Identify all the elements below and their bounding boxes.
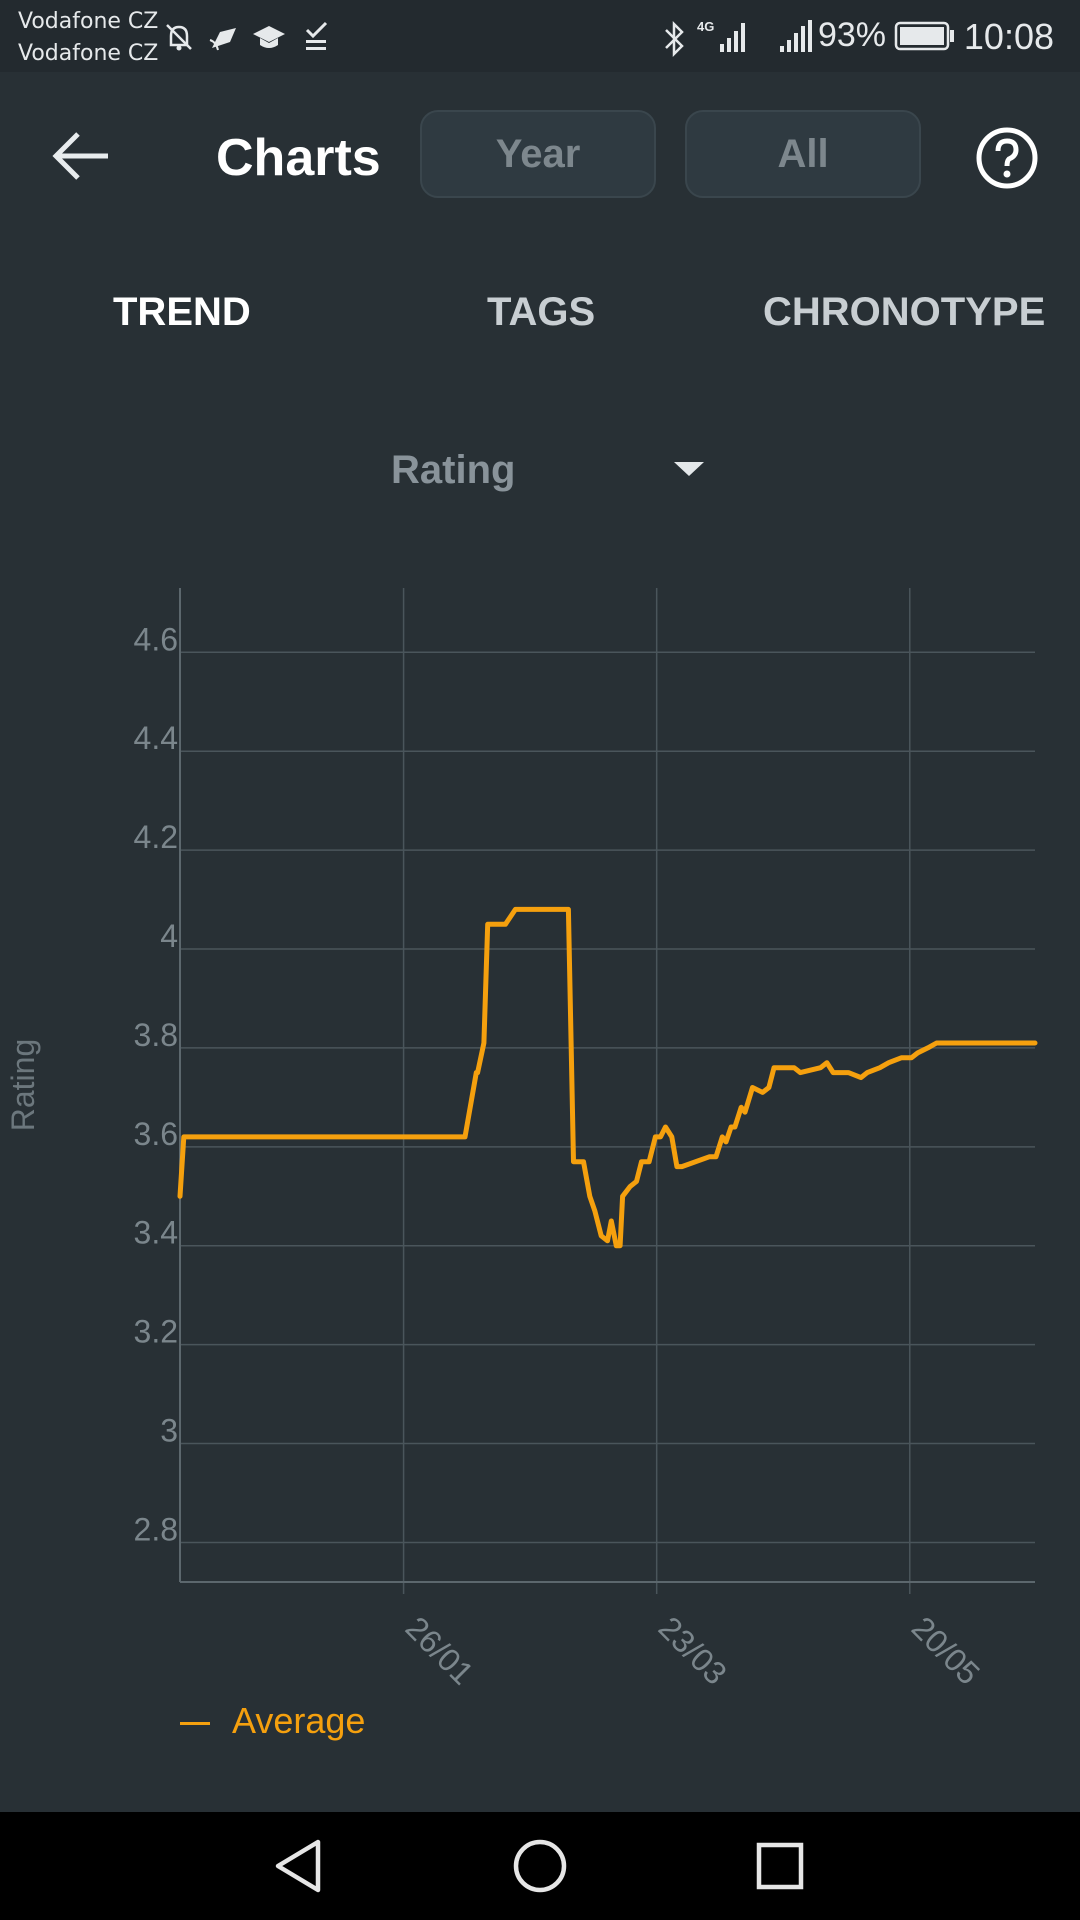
y-tick-label: 3.8 xyxy=(134,1017,178,1053)
task-done-icon xyxy=(305,21,328,50)
help-circle-icon xyxy=(976,127,1038,189)
tab-tags[interactable]: TAGS xyxy=(487,290,596,334)
y-tick-label: 3 xyxy=(160,1413,178,1449)
period-all-button[interactable]: All xyxy=(685,110,921,198)
y-tick-label: 4.4 xyxy=(134,720,178,756)
status-bar: Vodafone CZ Vodafone CZ 4G 93% 10:08 xyxy=(0,0,1080,72)
back-triangle-icon[interactable] xyxy=(268,1834,332,1898)
signal-icon xyxy=(780,20,812,52)
y-tick-label: 2.8 xyxy=(134,1511,178,1547)
y-tick-label: 3.6 xyxy=(134,1116,178,1152)
period-year-button[interactable]: Year xyxy=(420,110,656,198)
svg-text:4G: 4G xyxy=(697,19,714,34)
x-tick-label: 23/03 xyxy=(652,1609,734,1691)
clock: 10:08 xyxy=(963,16,1054,57)
navigation-bar xyxy=(0,1812,1080,1920)
carrier-name: Vodafone CZ xyxy=(18,41,159,66)
legend-swatch xyxy=(180,1722,210,1725)
metric-dropdown[interactable]: Rating xyxy=(380,440,710,502)
metric-dropdown-label: Rating xyxy=(391,448,516,492)
help-button[interactable] xyxy=(975,126,1039,190)
recents-square-icon[interactable] xyxy=(748,1834,812,1898)
tab-trend[interactable]: TREND xyxy=(113,290,251,334)
arrow-left-icon xyxy=(52,132,108,180)
trend-chart: 2.8 3 3.2 3.4 3.6 3.8 4 4.2 4.4 4.6 26/01 23/03 20/0… xyxy=(5,588,1038,1692)
caret-down-icon xyxy=(674,462,704,476)
x-tick-label: 26/01 xyxy=(399,1609,481,1691)
y-tick-label: 3.4 xyxy=(134,1215,178,1251)
series-line-average xyxy=(177,906,1038,1249)
home-circle-icon[interactable] xyxy=(508,1834,572,1898)
page-title: Charts xyxy=(216,129,381,187)
notifications-off-icon xyxy=(166,24,192,51)
y-tick-label: 4.2 xyxy=(134,819,178,855)
4g-signal-icon: 4G xyxy=(697,19,745,52)
battery-icon xyxy=(894,21,954,51)
battery-percent: 93% xyxy=(817,16,886,54)
back-button[interactable] xyxy=(50,128,112,184)
carrier-name: Vodafone CZ xyxy=(18,9,159,34)
y-tick-label: 3.2 xyxy=(134,1314,178,1350)
cast-icon xyxy=(209,28,236,51)
y-tick-label: 4.6 xyxy=(134,621,178,657)
tab-chronotype[interactable]: CHRONOTYPE xyxy=(763,290,1046,334)
school-icon xyxy=(253,26,285,48)
y-axis-label: Rating xyxy=(5,1039,41,1132)
y-tick-label: 4 xyxy=(160,918,178,954)
bluetooth-icon xyxy=(665,20,684,58)
x-tick-label: 20/05 xyxy=(905,1609,987,1691)
legend-label: Average xyxy=(232,1700,366,1741)
